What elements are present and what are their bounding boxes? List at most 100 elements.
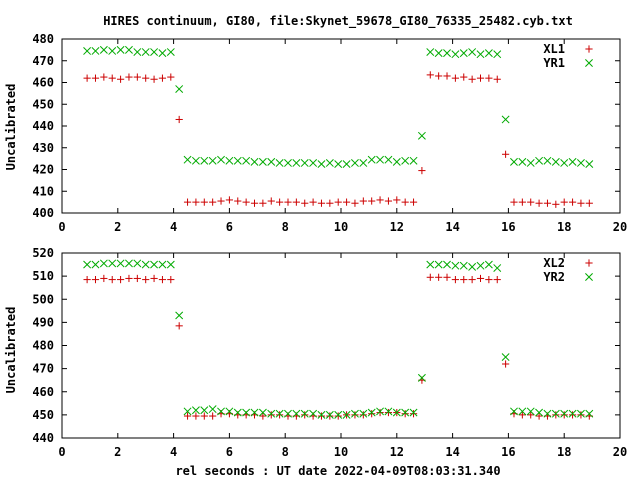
data-point: [359, 411, 367, 419]
y-tick-label: 450: [32, 408, 54, 422]
data-point: [100, 73, 108, 81]
data-point: [560, 159, 569, 167]
data-point: [141, 260, 150, 269]
data-point: [250, 157, 259, 166]
data-point: [460, 275, 468, 284]
data-point: [91, 74, 100, 82]
data-point: [292, 159, 301, 167]
data-point: [368, 197, 376, 205]
data-point: [267, 157, 276, 166]
data-point: [158, 74, 167, 82]
data-point: [200, 406, 209, 415]
data-point: [543, 156, 552, 165]
legend-marker: [585, 59, 593, 67]
data-point: [192, 198, 200, 206]
data-point: [468, 275, 476, 284]
data-point: [267, 197, 275, 205]
data-point: [351, 411, 359, 419]
data-point: [359, 159, 368, 167]
data-point: [568, 198, 577, 206]
data-point: [133, 274, 141, 283]
y-tick-label: 470: [32, 362, 54, 376]
data-point: [242, 408, 251, 417]
data-point: [334, 410, 343, 419]
series-yr1: [83, 45, 594, 169]
data-point: [83, 275, 91, 284]
data-point: [317, 412, 326, 420]
data-point: [309, 159, 318, 167]
data-point: [426, 260, 435, 269]
x-tick-label: 4: [170, 220, 177, 234]
data-point: [510, 198, 518, 206]
data-point: [175, 85, 184, 93]
x-tick-label: 12: [390, 220, 404, 234]
data-point: [275, 409, 284, 418]
data-point: [443, 49, 451, 58]
data-point: [284, 198, 292, 206]
y-tick-label: 400: [32, 206, 54, 220]
data-point: [142, 275, 150, 284]
y-tick-label: 480: [32, 339, 54, 353]
data-point: [552, 200, 560, 208]
data-point: [459, 49, 468, 58]
data-point: [284, 409, 292, 418]
data-point: [568, 409, 577, 418]
data-point: [384, 197, 393, 205]
data-point: [326, 199, 334, 207]
data-point: [376, 155, 385, 164]
data-point: [301, 411, 309, 419]
x-tick-label: 6: [226, 220, 233, 234]
data-point: [250, 408, 259, 417]
x-tick-label: 0: [58, 445, 65, 459]
data-point: [468, 48, 477, 57]
x-tick-label: 0: [58, 220, 65, 234]
y-tick-label: 460: [32, 76, 54, 90]
data-point: [384, 408, 393, 417]
y-tick-label: 440: [32, 119, 54, 133]
data-point: [409, 410, 418, 418]
data-point: [200, 412, 208, 420]
data-point: [267, 411, 275, 419]
data-point: [443, 273, 451, 281]
data-point: [350, 159, 359, 167]
data-point: [577, 411, 585, 419]
data-point: [535, 199, 543, 207]
data-point: [234, 197, 242, 205]
y-tick-label: 480: [32, 32, 54, 46]
x-tick-label: 20: [613, 220, 627, 234]
data-point: [191, 406, 200, 415]
x-tick-label: 16: [501, 220, 515, 234]
data-point: [150, 260, 159, 269]
data-point: [309, 198, 317, 206]
data-point: [409, 408, 418, 417]
data-point: [150, 75, 158, 83]
y-tick-label: 440: [32, 431, 54, 445]
data-point: [116, 275, 125, 284]
data-point: [568, 411, 577, 419]
data-point: [527, 198, 535, 206]
data-point: [116, 45, 125, 54]
data-point: [108, 74, 116, 82]
data-point: [183, 198, 192, 206]
data-point: [476, 274, 485, 283]
data-point: [384, 155, 393, 164]
data-point: [142, 74, 150, 82]
data-point: [183, 155, 192, 164]
data-point: [476, 50, 485, 59]
data-point: [167, 73, 175, 81]
x-tick-label: 20: [613, 445, 627, 459]
data-point: [292, 198, 300, 206]
data-point: [116, 75, 125, 83]
data-point: [418, 166, 426, 175]
data-point: [225, 196, 233, 204]
data-point: [91, 260, 100, 269]
data-point: [451, 261, 460, 270]
data-point: [133, 259, 142, 268]
data-point: [443, 72, 451, 80]
data-point: [435, 273, 443, 281]
data-point: [116, 259, 125, 268]
data-point: [493, 275, 501, 284]
data-point: [518, 157, 527, 166]
data-point: [108, 259, 117, 268]
data-point: [543, 199, 552, 207]
